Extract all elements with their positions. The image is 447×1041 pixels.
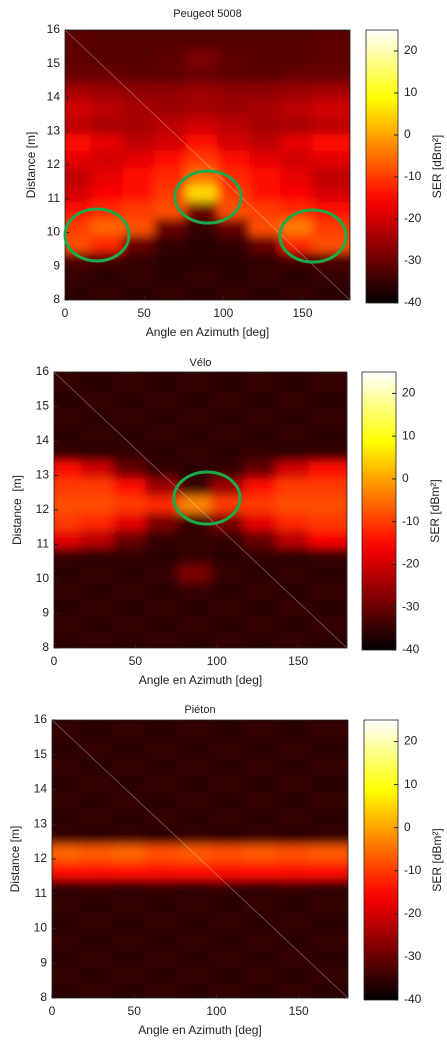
heatmap: [54, 372, 347, 648]
x-axis-label: Angle en Azimuth [deg]: [138, 1023, 261, 1037]
y-tick-label: 10: [47, 225, 61, 239]
colorbar-tick-label: -40: [404, 992, 422, 1006]
chart-title: Vélo: [189, 357, 211, 369]
colorbar-tick-label: -20: [404, 906, 422, 920]
chart-title: Piéton: [184, 704, 215, 716]
colorbar-label: SER [dBm²]: [430, 828, 444, 891]
x-tick-label: 150: [289, 1004, 309, 1018]
artifact-line: [52, 720, 348, 998]
colorbar-label: SER [dBm²]: [430, 135, 444, 198]
x-axis-label: Angle en Azimuth [deg]: [139, 673, 262, 687]
y-tick-label: 14: [36, 433, 50, 447]
colorbar: [361, 371, 397, 651]
x-tick-label: 50: [128, 1004, 142, 1018]
y-tick-label: 8: [53, 292, 60, 306]
colorbar-tick-label: 20: [402, 386, 416, 400]
y-tick-label: 9: [42, 606, 49, 620]
colorbar-label: SER [dBm²]: [428, 479, 442, 542]
y-tick-label: 16: [47, 22, 61, 36]
y-tick-label: 9: [40, 955, 47, 969]
y-tick-label: 15: [34, 747, 48, 761]
colorbar-tick-label: 0: [404, 820, 411, 834]
y-tick-label: 10: [34, 921, 48, 935]
y-tick-label: 12: [47, 157, 61, 171]
y-axis-label: Distance [m]: [10, 475, 24, 545]
heatmap-cell: [312, 30, 350, 50]
colorbar-tick-label: 0: [402, 471, 409, 485]
colorbar-tick-label: -40: [404, 295, 422, 309]
y-axis-label: Distance [m]: [8, 826, 22, 893]
y-tick-label: 13: [34, 816, 48, 830]
colorbar-tick-label: -30: [404, 253, 422, 267]
y-tick-label: 13: [47, 123, 61, 137]
colorbar-tick-label: -30: [404, 949, 422, 963]
heatmap-cells: [65, 30, 350, 300]
colorbar-tick-label: 10: [404, 777, 418, 791]
heatmap: [52, 720, 348, 998]
y-tick-label: 16: [34, 712, 48, 726]
x-axis-label: Angle en Azimuth [deg]: [146, 325, 269, 339]
x-tick-label: 150: [292, 306, 312, 320]
y-tick-label: 12: [34, 851, 48, 865]
heatmap-cell: [309, 720, 348, 741]
x-tick-label: 0: [51, 654, 58, 668]
y-tick-label: 11: [48, 191, 61, 205]
chart-title: Peugeot 5008: [173, 8, 242, 20]
x-tick-label: 100: [207, 654, 227, 668]
heatmap: [65, 30, 350, 300]
colorbar: [363, 719, 399, 1001]
y-axis-label: Distance [m]: [24, 132, 38, 199]
y-tick-label: 15: [47, 56, 61, 70]
colorbar-tick-label: -10: [404, 169, 422, 183]
y-tick-label: 8: [40, 990, 47, 1004]
y-tick-label: 16: [36, 364, 50, 378]
colorbar-tick-label: 20: [404, 734, 418, 748]
y-tick-label: 14: [34, 782, 48, 796]
colorbar-tick-label: -30: [402, 599, 420, 613]
colorbar-tick-label: -40: [402, 642, 420, 656]
colorbar-tick-label: 0: [404, 127, 411, 141]
colorbar-tick-label: 20: [404, 43, 418, 57]
y-tick-label: 15: [36, 399, 50, 413]
y-tick-label: 13: [36, 468, 50, 482]
x-tick-label: 0: [62, 306, 69, 320]
colorbar: [365, 29, 399, 304]
y-tick-label: 10: [36, 571, 50, 585]
colorbar-tick-label: -10: [402, 514, 420, 528]
x-tick-label: 50: [129, 654, 143, 668]
y-tick-label: 12: [36, 502, 50, 516]
y-tick-label: 8: [42, 640, 49, 654]
colorbar-tick-label: 10: [404, 85, 418, 99]
colorbar-tick-label: -10: [404, 863, 422, 877]
x-tick-label: 150: [288, 654, 308, 668]
y-tick-label: 14: [47, 90, 61, 104]
x-tick-label: 100: [213, 306, 233, 320]
y-tick-label: 11: [35, 886, 48, 900]
colorbar-tick-label: 10: [402, 428, 416, 442]
heatmap-cell: [308, 372, 347, 393]
colorbar-tick-label: -20: [402, 557, 420, 571]
heatmap-cells: [52, 720, 348, 998]
y-tick-label: 11: [37, 537, 50, 551]
colorbar-tick-label: -20: [404, 211, 422, 225]
y-tick-label: 9: [53, 258, 60, 272]
x-tick-label: 50: [137, 306, 151, 320]
x-tick-label: 0: [49, 1004, 56, 1018]
x-tick-label: 100: [206, 1004, 226, 1018]
